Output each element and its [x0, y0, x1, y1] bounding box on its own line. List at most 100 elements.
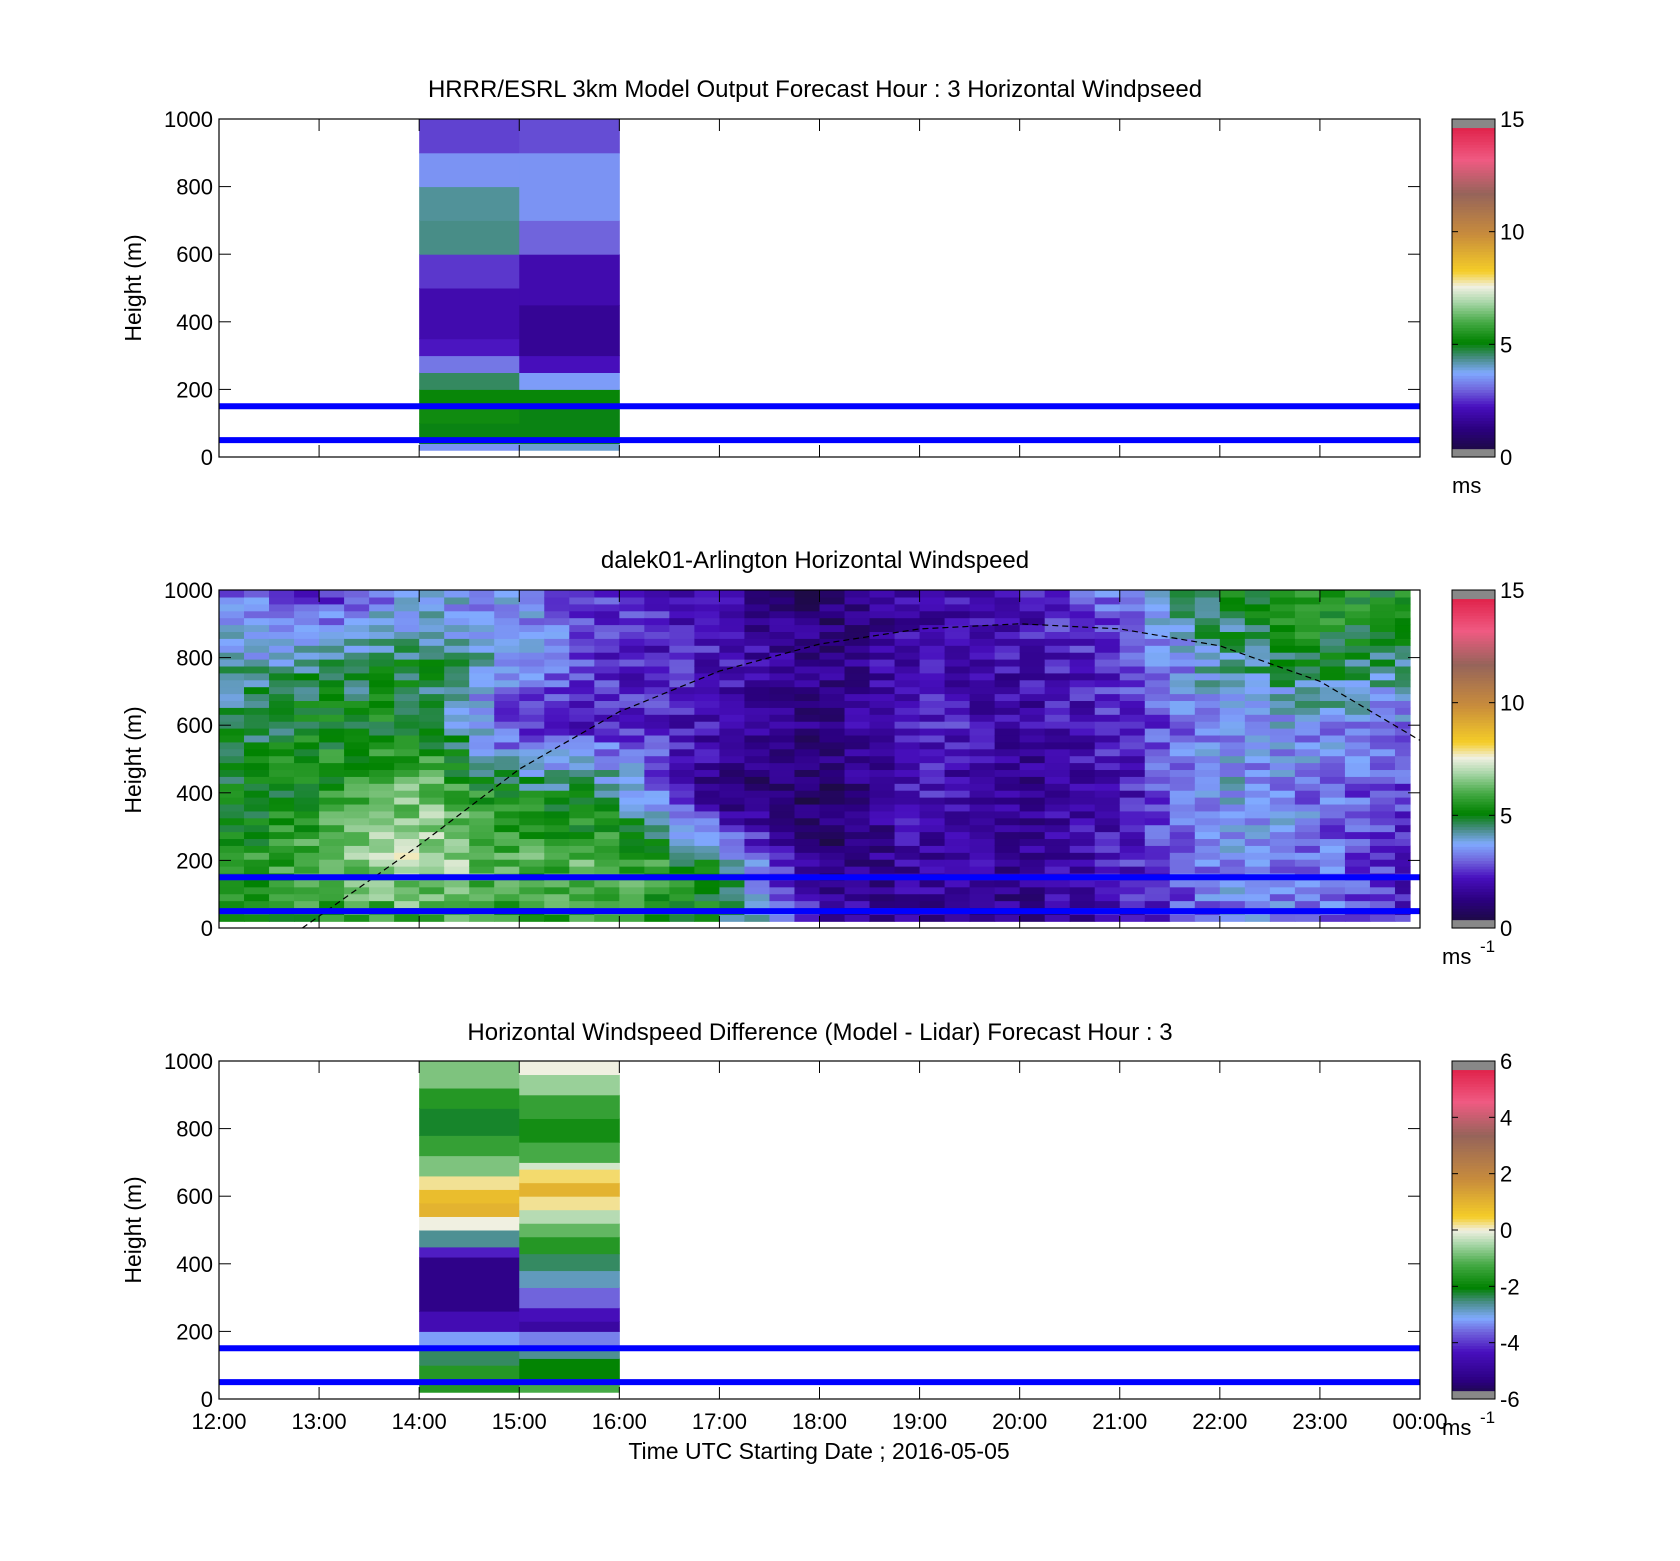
heatmap-cell [1294, 728, 1321, 736]
heatmap-cell [544, 900, 570, 909]
heatmap-cell [469, 693, 495, 702]
heatmap-cell [419, 1061, 520, 1089]
heatmap-cell [1194, 617, 1221, 626]
heatmap-cell [1269, 866, 1296, 874]
heatmap-cell [544, 590, 570, 598]
heatmap-cell [619, 721, 645, 729]
heatmap-cell [269, 776, 295, 784]
heatmap-cell [944, 838, 971, 846]
heatmap-cell [1219, 748, 1246, 757]
heatmap-cell [1019, 672, 1046, 681]
heatmap-cell [969, 838, 996, 846]
heatmap-cell [994, 866, 1021, 874]
heatmap-cell [1269, 714, 1296, 722]
panel-model: HRRR/ESRL 3km Model Output Forecast Hour… [120, 76, 1524, 498]
colorbar-swatch [1452, 1069, 1495, 1073]
heatmap-cell [369, 652, 395, 660]
colorbar-swatch [1452, 773, 1495, 777]
heatmap-cell [544, 817, 570, 826]
heatmap-cell [469, 741, 495, 750]
colorbar-swatch [1452, 832, 1495, 836]
heatmap-cell [494, 845, 520, 853]
heatmap-cell [369, 859, 395, 867]
heatmap-cell [1219, 624, 1246, 633]
x-tick-labels: 12:00 13:00 14:00 15:00 16:00 17:00 18:00 19:00… [191, 1409, 1447, 1434]
heatmap-cell [1219, 659, 1246, 667]
heatmap-cell [1119, 769, 1146, 777]
heatmap-cell [669, 776, 695, 784]
heatmap-cell [1019, 831, 1046, 840]
colorbar-swatch [1452, 403, 1495, 407]
heatmap-cell [1194, 762, 1221, 771]
heatmap-cell [994, 900, 1021, 909]
heatmap-cell [1244, 748, 1271, 757]
heatmap-cell [894, 624, 921, 633]
colorbar-swatch [1452, 1075, 1495, 1079]
heatmap-cell [1294, 893, 1321, 902]
colorbar-swatch [1452, 1390, 1495, 1394]
heatmap-cell [894, 721, 921, 729]
heatmap-cell [644, 734, 670, 743]
heatmap-cell [1319, 859, 1346, 867]
heatmap-cell [1319, 852, 1346, 860]
heatmap-cell [1019, 665, 1046, 674]
heatmap-cell [394, 672, 420, 681]
heatmap-cell [944, 831, 971, 840]
heatmap-cell [1369, 817, 1396, 826]
heatmap-cell [1294, 603, 1321, 612]
heatmap-cell [644, 790, 670, 798]
heatmap-cell [294, 665, 320, 674]
colorbar-swatch [1452, 877, 1495, 881]
heatmap-cell [819, 707, 846, 715]
heatmap-cell [1019, 797, 1046, 805]
heatmap-cell [769, 831, 796, 840]
heatmap-cell [644, 590, 670, 598]
heatmap-cell [1344, 762, 1371, 771]
heatmap-cell [1119, 679, 1146, 688]
heatmap-cell [969, 659, 996, 667]
heatmap-cell [1219, 810, 1246, 819]
heatmap-cell [469, 714, 495, 722]
heatmap-cell [369, 679, 395, 688]
heatmap-cell [844, 776, 871, 784]
heatmap-cell [1319, 721, 1346, 729]
heatmap-cell [994, 631, 1021, 639]
heatmap-cell [594, 879, 620, 888]
heatmap-cell [594, 645, 620, 653]
heatmap-cell [444, 914, 470, 922]
heatmap-cell [994, 824, 1021, 833]
heatmap-cell [644, 755, 670, 764]
heatmap-cell [444, 755, 470, 764]
heatmap-cell [444, 686, 470, 695]
heatmap-cell [919, 596, 946, 605]
colorbar-swatch [1452, 835, 1495, 839]
heatmap-cell [1019, 914, 1046, 922]
heatmap-cell [219, 659, 245, 667]
colorbar-swatch [1452, 383, 1495, 388]
heatmap-cell [844, 790, 871, 798]
heatmap-cell [869, 679, 896, 688]
colorbar-swatch [1452, 149, 1495, 154]
colorbar-swatch [1452, 1291, 1495, 1296]
colorbar-swatch [1452, 677, 1495, 681]
heatmap-cell [1369, 721, 1396, 729]
heatmap-cell [1244, 734, 1271, 743]
heatmap-cell [619, 783, 645, 791]
colorbar-swatch [1452, 809, 1495, 814]
heatmap-cell [1169, 831, 1196, 840]
heatmap-cell [444, 728, 470, 736]
heatmap-cell [1119, 707, 1146, 715]
heatmap-cell [719, 665, 746, 674]
heatmap-cell [369, 610, 395, 619]
colorbar-swatch [1452, 806, 1495, 811]
colorbar-swatch [1452, 1244, 1495, 1248]
colorbar-frame [1451, 589, 1496, 929]
heatmap-cell [1244, 659, 1271, 667]
heatmap-cell [1019, 693, 1046, 702]
heatmap-cell [844, 893, 871, 902]
heatmap-cell [244, 783, 270, 791]
heatmap-cell [644, 838, 670, 846]
colorbar-swatch [1452, 223, 1495, 227]
heatmap-cell [694, 755, 721, 764]
heatmap-cell [1019, 679, 1046, 688]
